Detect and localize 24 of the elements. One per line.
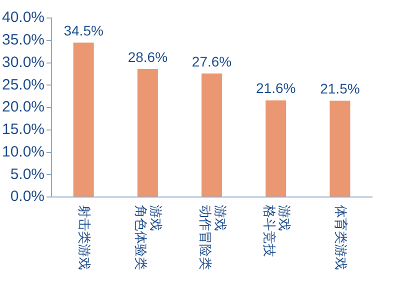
x-tick-label: 角色体验类游戏 xyxy=(132,205,163,270)
x-tick-label: 格斗竞技游戏 xyxy=(260,205,291,257)
y-tick-label: 5.0% xyxy=(10,166,45,183)
data-label: 28.6% xyxy=(128,48,168,65)
bar xyxy=(266,100,286,196)
y-tick-label: 35.0% xyxy=(2,32,45,49)
x-tick-label: 射击类游戏 xyxy=(76,205,92,270)
y-tick-label: 10.0% xyxy=(2,143,45,160)
y-tick-label: 0.0% xyxy=(10,188,45,206)
y-tick-label: 30.0% xyxy=(2,54,45,71)
y-tick-label: 40.0% xyxy=(2,9,45,26)
y-tick-label: 15.0% xyxy=(2,121,45,138)
data-label: 34.5% xyxy=(64,22,104,38)
bar xyxy=(330,100,350,196)
data-label: 27.6% xyxy=(192,53,232,70)
bar xyxy=(202,73,222,196)
x-tick-label: 体育类游戏 xyxy=(332,205,348,270)
bar xyxy=(73,42,94,196)
x-tick-label: 动作冒险类游戏 xyxy=(196,205,227,270)
bar xyxy=(137,69,158,196)
y-tick-label: 25.0% xyxy=(2,76,45,94)
data-label: 21.6% xyxy=(256,80,296,96)
data-label: 21.5% xyxy=(320,80,360,97)
y-tick-label: 20.0% xyxy=(2,98,45,116)
